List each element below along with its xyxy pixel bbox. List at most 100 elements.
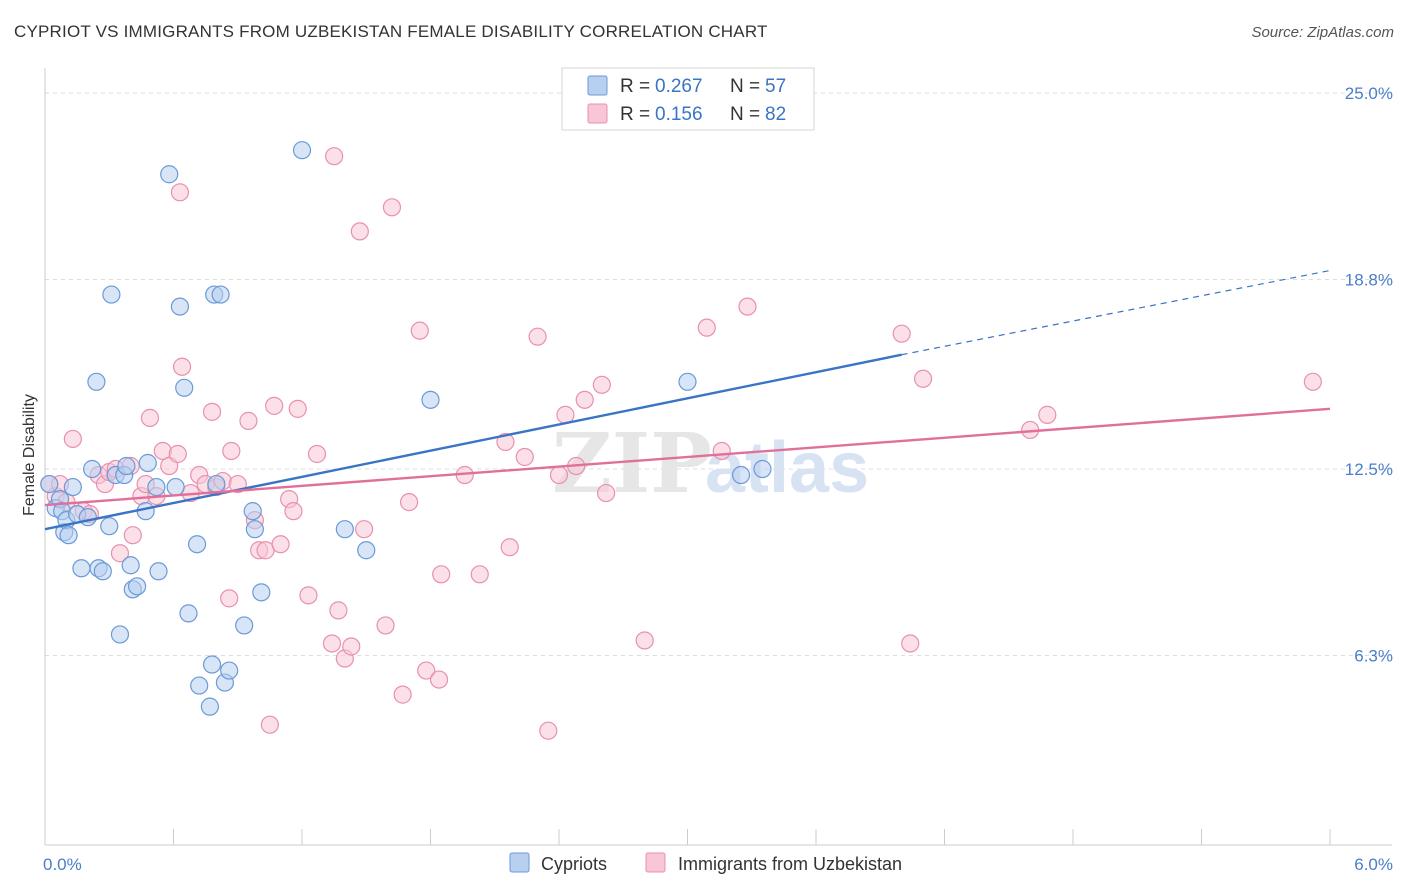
- uzbekistan-point-50: [355, 520, 374, 539]
- uzbekistan-point-57: [429, 670, 449, 689]
- cypriots-point-42: [235, 616, 254, 635]
- cypriots-point-9: [72, 559, 91, 578]
- cypriots-point-21: [121, 556, 140, 575]
- cypriots-point-52: [753, 459, 772, 479]
- uzbekistan-point-53: [393, 685, 412, 704]
- uzbekistan-point-13: [123, 526, 142, 545]
- cypriots-point-23: [127, 577, 147, 596]
- cypriots-point-48: [357, 541, 376, 560]
- bottom-legend-swatch-cypriots: [509, 852, 530, 873]
- uzbekistan-point-56: [417, 661, 436, 680]
- cypriots-point-41: [220, 661, 239, 680]
- bottom-legend-swatch-uzbekistan: [645, 852, 666, 873]
- uzbekistan-point-20: [168, 444, 187, 464]
- uzbekistan-point-58: [432, 565, 451, 584]
- legend: R = 0.267 N = 57 R = 0.156 N = 82: [561, 67, 815, 131]
- cypriots-point-11: [83, 459, 102, 479]
- uzbekistan-point-48: [342, 637, 361, 656]
- uzbekistan-point-81: [1303, 372, 1322, 391]
- legend-n-label-uzbekistan: N =: [730, 104, 760, 125]
- uzbekistan-point-49: [350, 222, 369, 241]
- uzbekistan-point-62: [500, 538, 519, 557]
- uzbekistan-point-29: [220, 589, 239, 608]
- uzbekistan-point-40: [284, 502, 303, 521]
- cypriots-point-34: [190, 676, 209, 695]
- cypriots-point-14: [93, 562, 112, 581]
- cypriots-point-30: [170, 297, 190, 316]
- uzbekistan-point-30: [222, 441, 241, 461]
- uzbekistan-point-76: [892, 324, 911, 343]
- bottom-legend-label-cypriots: Cypriots: [541, 854, 607, 874]
- cypriots-point-6: [59, 526, 78, 545]
- legend-n-value-uzbekistan: 82: [765, 104, 786, 125]
- cypriots-point-51: [731, 465, 751, 485]
- cypriots-point-43: [243, 502, 262, 521]
- y-tick-label-2: 18.8%: [1345, 271, 1393, 290]
- tick-labels: 6.3% 12.5% 18.8% 25.0% 0.0% 6.0%: [43, 84, 1393, 874]
- watermark-atlas: atlas: [705, 428, 869, 508]
- legend-r-label-cypriots: R =: [620, 76, 650, 97]
- uzbekistan-point-74: [712, 441, 731, 461]
- cypriots-point-46: [292, 141, 312, 160]
- uzbekistan-point-43: [307, 444, 327, 464]
- cypriots-point-31: [175, 378, 194, 397]
- series-immigrants-from-uzbekistan: [40, 147, 1322, 740]
- uzbekistan-point-65: [539, 721, 558, 740]
- y-tick-label-0: 6.3%: [1354, 647, 1393, 666]
- cypriots-point-24: [136, 502, 155, 521]
- uzbekistan-point-72: [635, 631, 654, 650]
- uzbekistan-point-21: [170, 183, 190, 202]
- cypriots-point-18: [110, 625, 130, 644]
- uzbekistan-point-77: [901, 634, 920, 653]
- uzbekistan-point-45: [325, 147, 344, 166]
- cypriots-point-7: [63, 477, 82, 497]
- cypriots-point-12: [87, 372, 106, 391]
- uzbekistan-point-4: [63, 429, 82, 449]
- uzbekistan-point-66: [549, 465, 569, 485]
- uzbekistan-point-55: [410, 321, 429, 340]
- legend-r-value-uzbekistan: 0.156: [655, 104, 703, 125]
- cypriots-point-26: [147, 477, 166, 497]
- x-tick-label-1: 6.0%: [1354, 855, 1393, 874]
- cypriots-point-32: [179, 604, 198, 623]
- cypriots-point-44: [245, 520, 264, 539]
- uzbekistan-point-11: [110, 544, 130, 563]
- axes: [44, 68, 1392, 846]
- uzbekistan-point-69: [575, 390, 594, 409]
- cypriots-point-15: [100, 517, 119, 536]
- uzbekistan-point-71: [597, 483, 616, 503]
- chart-title: CYPRIOT VS IMMIGRANTS FROM UZBEKISTAN FE…: [14, 22, 768, 41]
- grid-lines: [45, 92, 1392, 657]
- legend-swatch-uzbekistan: [587, 103, 608, 124]
- cypriots-point-25: [138, 453, 157, 473]
- uzbekistan-point-64: [528, 327, 547, 346]
- cypriots-point-47: [335, 520, 354, 539]
- uzbekistan-point-60: [470, 565, 489, 584]
- uzbekistan-point-54: [399, 493, 419, 512]
- cypriots-point-27: [149, 562, 168, 581]
- cypriots-point-10: [78, 508, 97, 527]
- y-axis-label: Female Disability: [21, 394, 38, 516]
- uzbekistan-point-63: [515, 447, 534, 467]
- legend-swatch-cypriots: [587, 75, 608, 96]
- uzbekistan-point-73: [697, 318, 716, 337]
- uzbekistan-point-78: [913, 369, 933, 388]
- trend-line-uzbekistan: [44, 407, 1331, 507]
- cypriots-point-50: [678, 372, 697, 391]
- cypriots-point-39: [211, 285, 230, 304]
- cypriots-point-28: [160, 165, 179, 184]
- uzbekistan-point-18: [153, 441, 172, 461]
- cypriots-point-33: [187, 535, 207, 554]
- bottom-legend-label-uzbekistan: Immigrants from Uzbekistan: [678, 854, 902, 874]
- uzbekistan-point-80: [1038, 405, 1057, 424]
- trend-lines: [44, 269, 1331, 531]
- cypriots-point-20: [117, 456, 136, 476]
- bottom-legend: Cypriots Immigrants from Uzbekistan: [509, 852, 902, 874]
- cypriots-point-36: [202, 655, 222, 674]
- uzbekistan-point-42: [299, 586, 318, 605]
- uzbekistan-point-44: [322, 634, 342, 653]
- legend-n-label-cypriots: N =: [730, 76, 760, 97]
- watermark: ZIP atlas: [552, 416, 869, 512]
- uzbekistan-point-16: [140, 408, 160, 427]
